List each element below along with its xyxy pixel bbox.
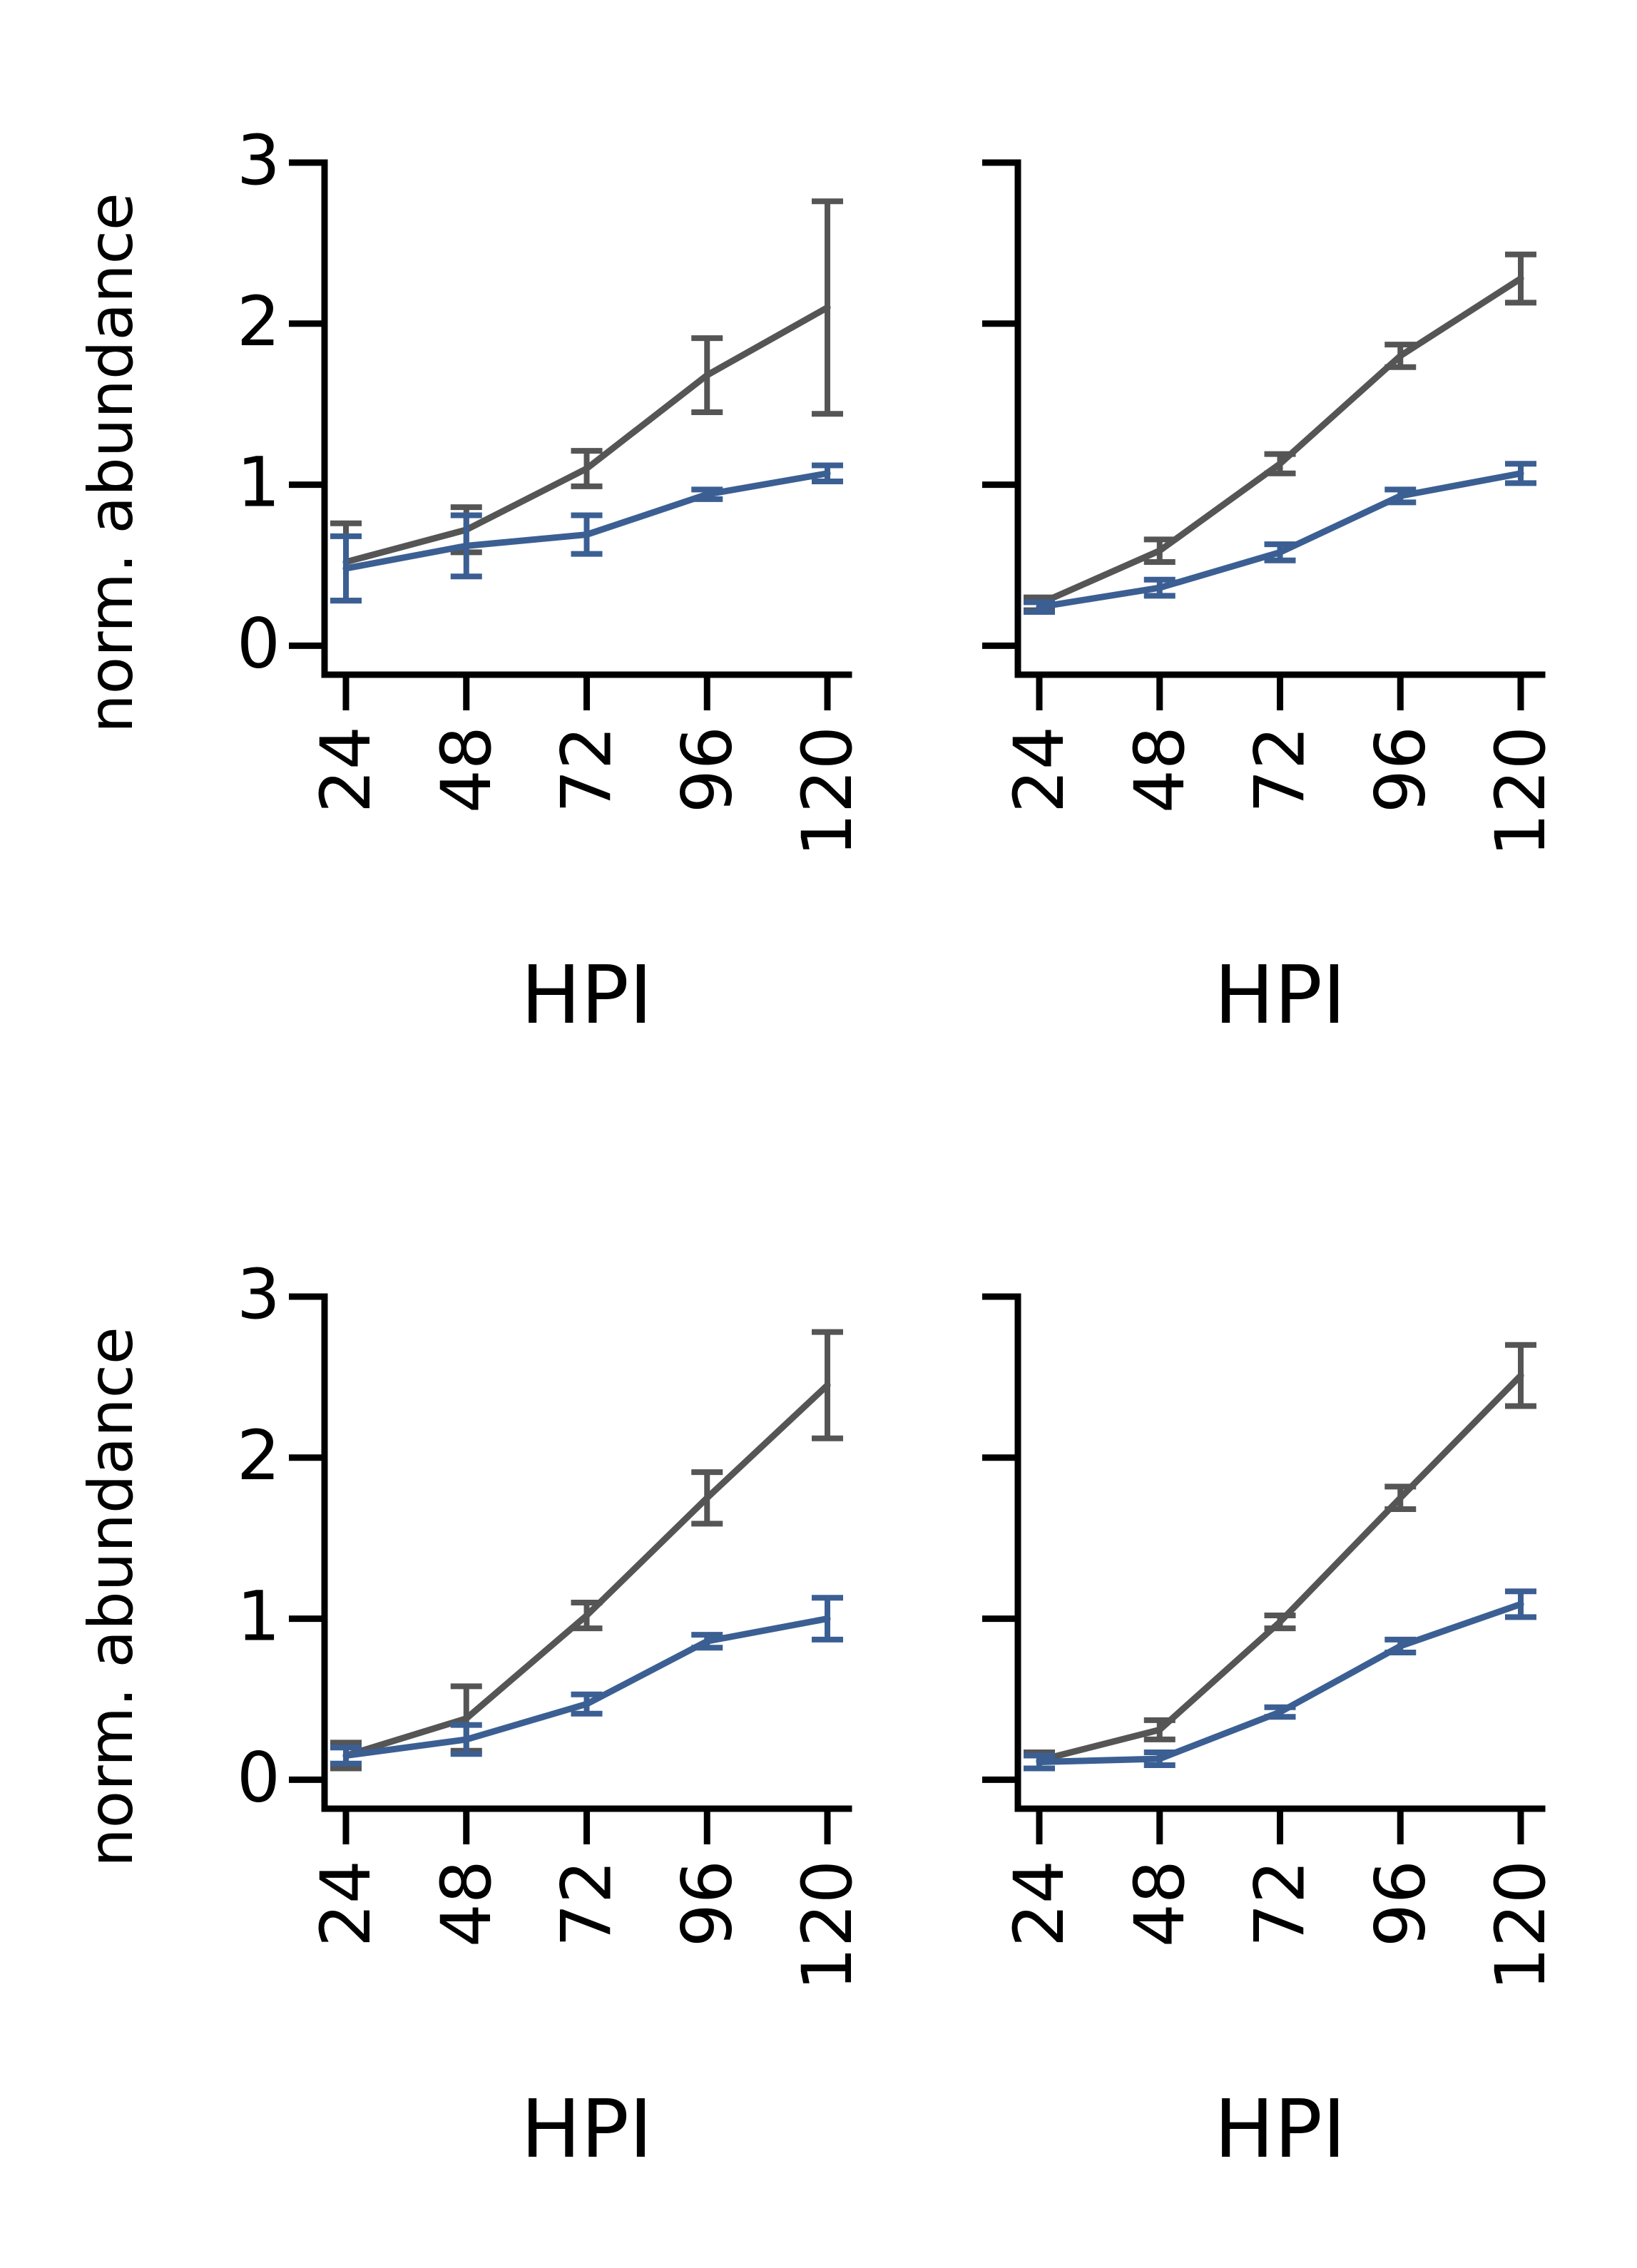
- x-axis-label: HPI: [521, 2083, 653, 2176]
- data-point: [463, 542, 470, 549]
- x-axis-label: HPI: [521, 949, 653, 1042]
- y-axis-label: norm. abundance: [76, 193, 147, 733]
- x-tick-label: 96: [1360, 726, 1440, 813]
- series-line: [1036, 1372, 1524, 1764]
- x-tick-label: 24: [999, 726, 1079, 813]
- data-point: [1517, 470, 1524, 477]
- y-tick-label: 2: [237, 282, 280, 362]
- data-point: [342, 565, 350, 572]
- y-tick-label: 0: [237, 603, 280, 683]
- series-1: [1024, 1588, 1536, 1772]
- x-tick-label: 96: [1360, 1860, 1440, 1947]
- panel-bottom-left: 0 1 2 3 24 48 72 96 120 HPI norm. abundance: [76, 1255, 867, 2176]
- data-point: [342, 1752, 350, 1759]
- data-point: [1397, 1643, 1404, 1650]
- x-tick-label: 72: [1240, 1860, 1320, 1947]
- data-point: [703, 491, 710, 498]
- data-point: [1156, 1755, 1163, 1762]
- x-tick-label: 120: [787, 1860, 867, 1991]
- data-point: [1277, 1618, 1283, 1625]
- panel-bottom-right: 24 48 72 96 120 HPI: [982, 1293, 1561, 2176]
- data-point: [583, 465, 590, 472]
- x-tick-label: 120: [787, 726, 867, 857]
- series-1: [1024, 461, 1536, 615]
- data-point: [1517, 275, 1524, 282]
- y-tick-label: 3: [237, 121, 280, 200]
- x-axis-label: HPI: [1214, 949, 1346, 1042]
- data-point: [1397, 1494, 1404, 1501]
- data-point: [1397, 352, 1404, 359]
- series-0: [1024, 251, 1536, 613]
- x-tick-label: 24: [306, 1860, 386, 1947]
- data-point: [463, 1715, 470, 1722]
- x-tick-label: 48: [427, 1860, 506, 1947]
- data-point: [1517, 1372, 1524, 1379]
- data-point: [824, 470, 831, 477]
- x-tick-label: 72: [547, 726, 627, 813]
- data-point: [1036, 603, 1043, 611]
- x-tick-label: 48: [1120, 726, 1200, 813]
- y-tick-label: 1: [237, 443, 280, 523]
- series-line: [1036, 470, 1524, 611]
- x-tick-label: 24: [999, 1860, 1079, 1947]
- data-point: [703, 1638, 710, 1645]
- x-tick-label: 120: [1481, 726, 1561, 857]
- x-tick-label: 120: [1481, 1860, 1561, 1991]
- data-point: [583, 1700, 590, 1707]
- data-point: [824, 1615, 831, 1623]
- x-tick-label: 24: [306, 726, 386, 813]
- data-point: [824, 304, 831, 311]
- data-point: [583, 531, 590, 538]
- data-point: [1397, 492, 1404, 499]
- y-axis-label: norm. abundance: [76, 1327, 147, 1867]
- data-point: [1277, 548, 1283, 556]
- panel-top-right: 24 48 72 96 120 HPI: [982, 159, 1561, 1042]
- y-tick-label: 3: [237, 1255, 280, 1334]
- x-tick-label: 96: [667, 726, 747, 813]
- y-tick-label: 0: [237, 1737, 280, 1817]
- data-point: [1156, 1726, 1163, 1733]
- x-tick-label: 72: [1240, 726, 1320, 813]
- x-tick-label: 72: [547, 1860, 627, 1947]
- x-tick-label: 96: [667, 1860, 747, 1947]
- x-tick-label: 48: [427, 726, 506, 813]
- data-point: [1517, 1600, 1524, 1608]
- data-point: [1277, 1709, 1283, 1716]
- data-point: [1156, 547, 1163, 554]
- data-point: [703, 372, 710, 379]
- panel-top-left: 0 1 2 3 24 48 72 96 120 HPI norm. abundance: [76, 121, 867, 1042]
- data-point: [824, 1381, 831, 1389]
- data-point: [583, 1612, 590, 1619]
- data-point: [1156, 584, 1163, 591]
- x-axis-label: HPI: [1214, 2083, 1346, 2176]
- series-1: [330, 1595, 843, 1767]
- data-point: [463, 1736, 470, 1743]
- series-1: [330, 462, 843, 604]
- x-tick-label: 48: [1120, 1860, 1200, 1947]
- data-point: [1277, 460, 1283, 467]
- y-tick-label: 2: [237, 1416, 280, 1496]
- data-point: [703, 1494, 710, 1501]
- data-point: [1036, 1759, 1043, 1766]
- y-tick-label: 1: [237, 1577, 280, 1657]
